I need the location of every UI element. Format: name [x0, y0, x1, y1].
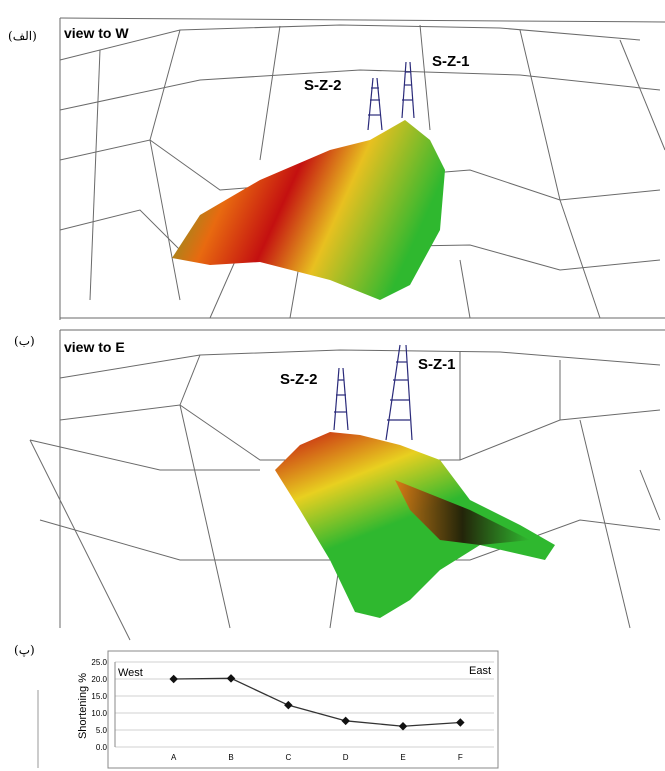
derrick: [368, 62, 414, 130]
derrick: [334, 345, 412, 440]
x-tick-label: E: [400, 753, 405, 762]
panel-label: (پ): [14, 643, 35, 657]
x-tick-label: C: [285, 753, 291, 762]
y-tick-label: 0.0: [96, 743, 108, 752]
x-tick-label: B: [228, 753, 233, 762]
view-label: view to E: [64, 339, 125, 355]
well-label: S-Z-2: [280, 371, 318, 388]
y-tick-label: 10.0: [91, 709, 107, 718]
y-tick-label: 5.0: [96, 726, 108, 735]
panel-label: (ب): [14, 334, 35, 348]
terrain-surface: [172, 120, 445, 300]
y-axis-title: Shortening %: [77, 673, 89, 739]
figure: (الف) view to W S-Z-2 S-Z-1 (ب) view to …: [0, 0, 665, 771]
x-tick-label: F: [458, 753, 463, 762]
terrain-surface: [275, 432, 555, 618]
well-label: S-Z-1: [418, 356, 456, 373]
view-label: view to W: [64, 25, 129, 41]
y-tick-label: 20.0: [91, 675, 107, 684]
annotation: West: [118, 667, 143, 679]
x-tick-label: D: [343, 753, 349, 762]
well-label: S-Z-2: [304, 77, 342, 94]
y-tick-label: 15.0: [91, 692, 107, 701]
panel-label: (الف): [8, 29, 37, 43]
annotation: East: [469, 665, 491, 677]
y-tick-label: 25.0: [91, 658, 107, 667]
well-label: S-Z-1: [432, 53, 470, 70]
x-tick-label: A: [171, 753, 177, 762]
